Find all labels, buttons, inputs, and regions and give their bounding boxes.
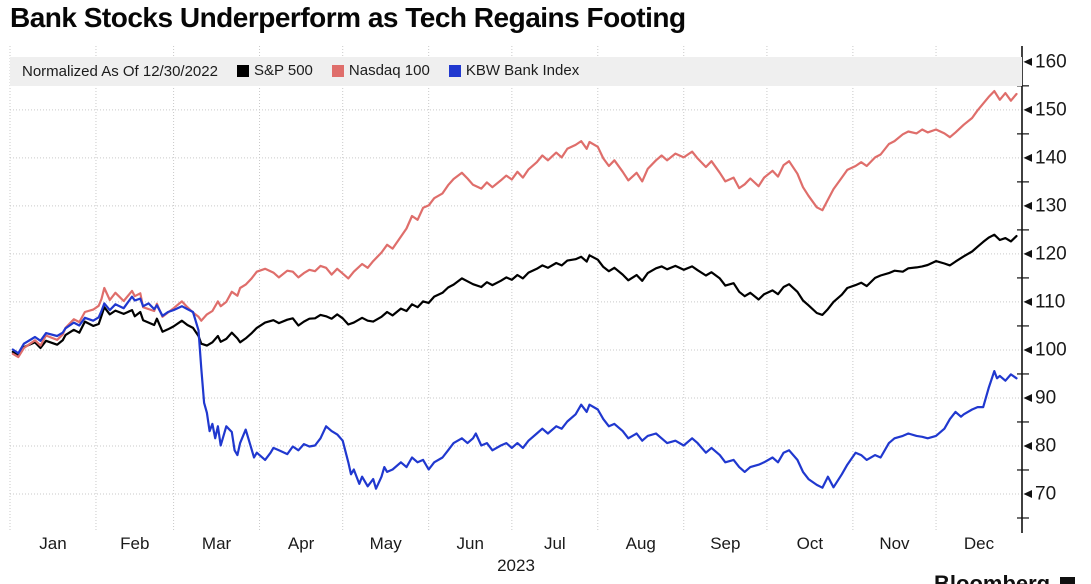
legend: Normalized As Of 12/30/2022 S&P 500 Nasda…: [10, 57, 1022, 86]
x-axis-year-label: 2023: [497, 556, 535, 575]
legend-swatch-icon: [236, 64, 249, 77]
y-axis-tick-arrow-icon: [1023, 201, 1032, 210]
y-tick-label: 70: [1035, 483, 1056, 504]
y-tick-label: 90: [1035, 387, 1056, 408]
x-tick-label: Apr: [288, 534, 315, 553]
series-line: [11, 89, 1018, 359]
legend-items: S&P 500 Nasdaq 100 KBW Bank Index: [218, 62, 579, 81]
x-tick-label: Oct: [797, 534, 824, 553]
x-tick-label: Dec: [964, 534, 995, 553]
x-tick-label: Sep: [710, 534, 740, 553]
y-axis-tick-arrow-icon: [1023, 297, 1032, 306]
x-tick-label: Aug: [626, 534, 656, 553]
y-axis-tick-arrow-icon: [1023, 393, 1032, 402]
series-line: [11, 233, 1018, 356]
y-tick-label: 140: [1035, 147, 1067, 168]
bloomberg-watermark-text: Bloomberg: [934, 571, 1051, 584]
chart-title: Bank Stocks Underperform as Tech Regains…: [10, 2, 686, 33]
series-line: [11, 295, 1018, 490]
y-tick-label: 120: [1035, 243, 1067, 264]
y-axis-tick-arrow-icon: [1023, 57, 1032, 66]
x-tick-label: Nov: [879, 534, 910, 553]
x-tick-label: Mar: [202, 534, 232, 553]
y-tick-label: 80: [1035, 435, 1056, 456]
x-tick-label: May: [370, 534, 403, 553]
y-tick-label: 100: [1035, 339, 1067, 360]
legend-item: S&P 500: [236, 62, 313, 80]
y-axis-tick-arrow-icon: [1023, 441, 1032, 450]
y-tick-label: 110: [1035, 291, 1065, 312]
legend-item: Nasdaq 100: [331, 62, 430, 80]
y-axis-tick-arrow-icon: [1023, 345, 1032, 354]
y-tick-label: 160: [1035, 51, 1067, 72]
y-axis-tick-arrow-icon: [1023, 489, 1032, 498]
bloomberg-watermark: Bloomberg: [934, 571, 1076, 584]
x-tick-label: Jan: [39, 534, 66, 553]
y-axis-tick-arrow-icon: [1023, 153, 1032, 162]
x-tick-label: Feb: [120, 534, 149, 553]
legend-item: KBW Bank Index: [448, 62, 580, 80]
y-axis-tick-arrow-icon: [1023, 105, 1032, 114]
x-tick-label: Jul: [544, 534, 566, 553]
bloomberg-logo-square-icon: [1060, 576, 1076, 584]
y-tick-label: 130: [1035, 195, 1067, 216]
legend-swatch-icon: [331, 64, 344, 77]
legend-item-label: Nasdaq 100: [348, 62, 430, 80]
legend-item-label: S&P 500: [253, 62, 313, 80]
legend-swatch-icon: [448, 64, 461, 77]
legend-item-label: KBW Bank Index: [465, 62, 580, 80]
y-axis-tick-arrow-icon: [1023, 249, 1032, 258]
y-tick-label: 150: [1035, 99, 1067, 120]
legend-note: Normalized As Of 12/30/2022: [22, 63, 218, 80]
x-tick-label: Jun: [457, 534, 484, 553]
